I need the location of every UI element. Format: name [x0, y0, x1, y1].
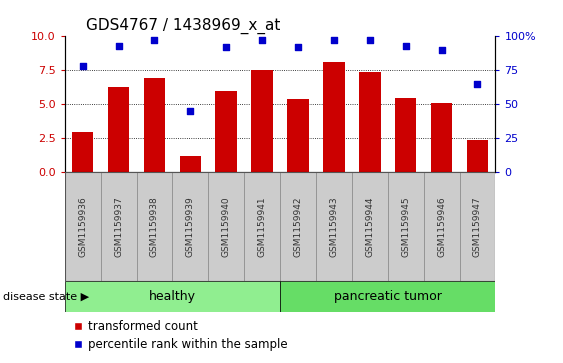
Text: GSM1159944: GSM1159944 [365, 197, 374, 257]
Bar [395, 98, 417, 172]
Bar [244, 172, 280, 281]
Text: GSM1159946: GSM1159946 [437, 196, 446, 257]
Bar [65, 172, 101, 281]
Bar [459, 172, 495, 281]
Point [437, 47, 446, 53]
Text: GSM1159945: GSM1159945 [401, 196, 410, 257]
Point [222, 44, 231, 50]
Text: GSM1159939: GSM1159939 [186, 196, 195, 257]
Point [186, 108, 195, 114]
Bar [323, 62, 345, 172]
Point [473, 81, 482, 87]
Bar [72, 131, 93, 172]
Bar [280, 172, 316, 281]
Text: GSM1159940: GSM1159940 [222, 196, 231, 257]
Text: GSM1159942: GSM1159942 [293, 197, 302, 257]
Point [78, 63, 87, 69]
Point [401, 43, 410, 49]
Text: pancreatic tumor: pancreatic tumor [334, 290, 442, 303]
Text: healthy: healthy [149, 290, 196, 303]
Bar [316, 172, 352, 281]
Bar [467, 140, 488, 172]
Bar [352, 172, 388, 281]
Text: GDS4767 / 1438969_x_at: GDS4767 / 1438969_x_at [86, 17, 280, 33]
Point [114, 43, 123, 49]
Bar [388, 172, 424, 281]
Point [258, 37, 267, 43]
Bar [287, 99, 309, 172]
Text: GSM1159947: GSM1159947 [473, 196, 482, 257]
Text: GSM1159937: GSM1159937 [114, 196, 123, 257]
Bar [251, 70, 273, 172]
Point [329, 37, 338, 43]
Bar [108, 87, 129, 172]
Bar [172, 172, 208, 281]
Point [150, 37, 159, 43]
Bar [180, 156, 201, 172]
Bar [424, 172, 459, 281]
Bar [280, 281, 495, 312]
Bar [137, 172, 172, 281]
Bar [208, 172, 244, 281]
Point [365, 37, 374, 43]
Text: GSM1159936: GSM1159936 [78, 196, 87, 257]
Bar [65, 281, 280, 312]
Bar [431, 103, 452, 172]
Bar [101, 172, 137, 281]
Bar [359, 72, 381, 172]
Text: disease state ▶: disease state ▶ [3, 292, 89, 302]
Point [293, 44, 302, 50]
Bar [144, 78, 166, 172]
Text: GSM1159943: GSM1159943 [329, 196, 338, 257]
Text: GSM1159938: GSM1159938 [150, 196, 159, 257]
Text: GSM1159941: GSM1159941 [258, 196, 267, 257]
Legend: transformed count, percentile rank within the sample: transformed count, percentile rank withi… [70, 318, 291, 354]
Bar [216, 91, 237, 172]
